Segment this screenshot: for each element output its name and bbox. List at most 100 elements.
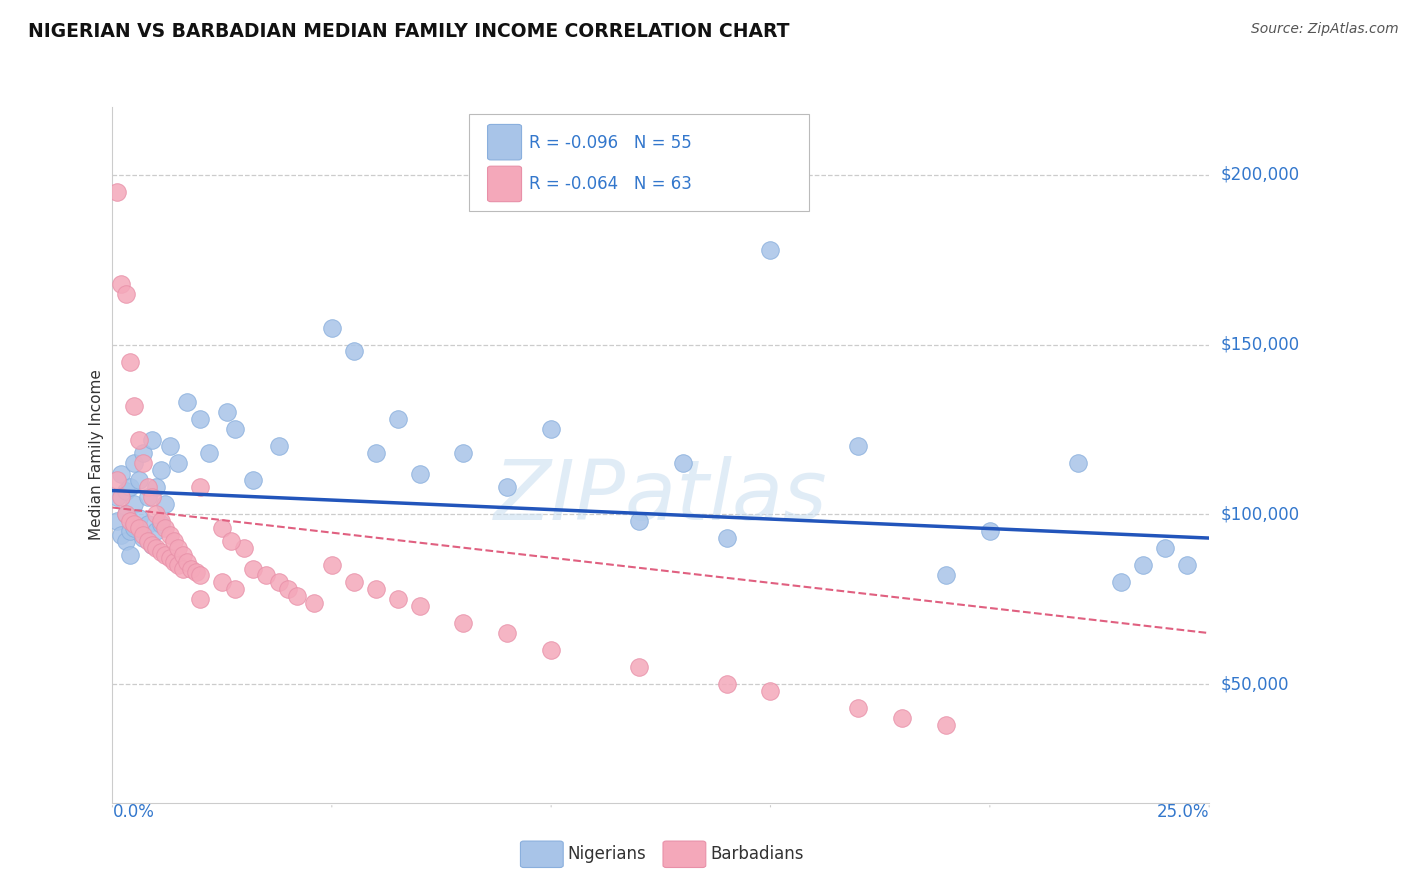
Text: Nigerians: Nigerians	[568, 846, 647, 863]
Point	[176, 395, 198, 409]
Point	[114, 483, 136, 498]
Point	[540, 643, 562, 657]
Text: $200,000: $200,000	[1220, 166, 1299, 184]
Point	[716, 677, 738, 691]
Point	[145, 524, 167, 539]
Point	[176, 555, 198, 569]
Point	[145, 541, 167, 556]
Point	[114, 508, 136, 522]
Point	[321, 320, 343, 334]
Point	[453, 446, 475, 460]
Point	[149, 463, 172, 477]
Point	[105, 491, 128, 505]
Point	[242, 561, 264, 575]
Point	[167, 457, 190, 471]
Point	[846, 439, 869, 453]
Point	[124, 457, 146, 471]
Point	[343, 344, 366, 359]
Point	[149, 514, 172, 528]
Point	[408, 599, 430, 613]
Point	[759, 683, 782, 698]
Point	[1066, 457, 1088, 471]
Point	[180, 561, 202, 575]
Point	[163, 534, 186, 549]
Point	[167, 541, 190, 556]
Point	[132, 531, 155, 545]
Point	[716, 531, 738, 545]
Point	[136, 534, 159, 549]
Point	[141, 433, 163, 447]
Point	[1154, 541, 1177, 556]
Point	[343, 575, 366, 590]
Point	[364, 582, 387, 596]
Text: $50,000: $50,000	[1220, 675, 1289, 693]
Point	[159, 439, 181, 453]
Point	[153, 497, 176, 511]
Point	[132, 446, 155, 460]
Point	[124, 521, 146, 535]
Point	[110, 277, 132, 291]
Point	[110, 491, 132, 505]
Point	[387, 412, 409, 426]
Point	[233, 541, 256, 556]
Point	[387, 592, 409, 607]
Point	[141, 491, 163, 505]
Point	[132, 527, 155, 541]
Text: $100,000: $100,000	[1220, 505, 1299, 524]
Text: $150,000: $150,000	[1220, 335, 1299, 353]
Point	[105, 514, 128, 528]
Point	[124, 517, 146, 532]
Text: 0.0%: 0.0%	[112, 803, 155, 821]
Point	[198, 446, 221, 460]
Point	[188, 568, 211, 582]
Point	[149, 544, 172, 558]
Text: R = -0.064   N = 63: R = -0.064 N = 63	[529, 175, 692, 194]
Point	[105, 474, 128, 488]
Point	[118, 514, 141, 528]
FancyBboxPatch shape	[488, 166, 522, 202]
Point	[114, 286, 136, 301]
Point	[269, 439, 291, 453]
Point	[277, 582, 299, 596]
Point	[224, 422, 246, 436]
Point	[132, 457, 155, 471]
Point	[163, 555, 186, 569]
Point	[408, 467, 430, 481]
Point	[254, 568, 277, 582]
Point	[136, 480, 159, 494]
Point	[364, 446, 387, 460]
Point	[114, 508, 136, 522]
Point	[172, 548, 194, 562]
Point	[124, 399, 146, 413]
Point	[128, 510, 150, 524]
Point	[935, 717, 957, 731]
Point	[188, 412, 211, 426]
Point	[285, 589, 308, 603]
Text: ZIPatlas: ZIPatlas	[494, 456, 828, 537]
Point	[188, 592, 211, 607]
Point	[496, 480, 519, 494]
Point	[496, 626, 519, 640]
Point	[153, 548, 176, 562]
Point	[672, 457, 695, 471]
Point	[124, 497, 146, 511]
Point	[136, 517, 159, 532]
FancyBboxPatch shape	[470, 114, 808, 211]
Point	[215, 405, 238, 419]
Point	[145, 508, 167, 522]
Point	[224, 582, 246, 596]
Y-axis label: Median Family Income: Median Family Income	[89, 369, 104, 541]
Point	[979, 524, 1001, 539]
Point	[540, 422, 562, 436]
Point	[759, 243, 782, 257]
Text: R = -0.096   N = 55: R = -0.096 N = 55	[529, 134, 692, 152]
Point	[141, 538, 163, 552]
Point	[627, 660, 650, 674]
Point	[219, 534, 242, 549]
Point	[627, 514, 650, 528]
Point	[846, 700, 869, 714]
Point	[141, 538, 163, 552]
Point	[172, 561, 194, 575]
Point	[304, 596, 326, 610]
Point	[149, 517, 172, 532]
